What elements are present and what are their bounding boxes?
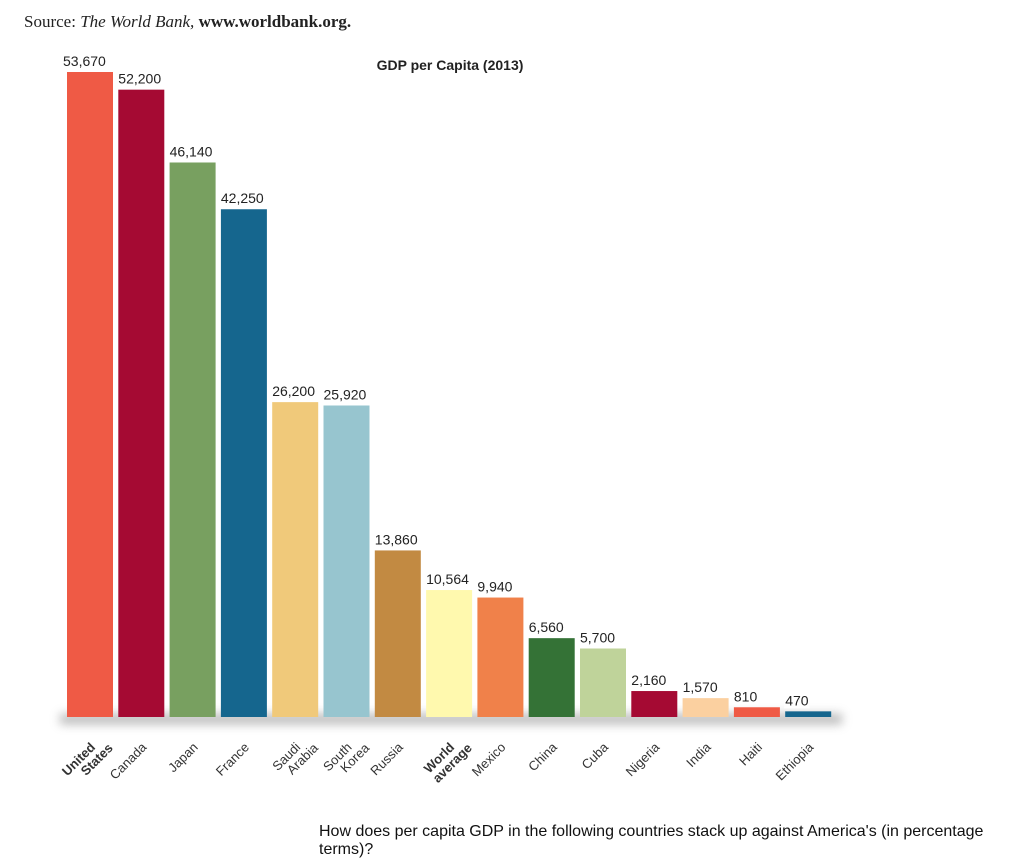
- data-label-5: 25,920: [324, 386, 367, 402]
- data-label-9: 6,560: [529, 619, 564, 635]
- category-label-7: Worldaverage: [420, 731, 475, 786]
- category-label-9: China: [525, 739, 560, 774]
- category-label-3: France: [213, 740, 252, 779]
- bar-12: [682, 698, 729, 717]
- bar-2: [169, 162, 216, 717]
- source-url: www.worldbank.org.: [194, 12, 352, 31]
- data-label-bg: [168, 142, 218, 160]
- data-label-6: 13,860: [375, 531, 418, 547]
- data-label-bg: [271, 382, 320, 400]
- data-label-3: 42,250: [221, 190, 264, 206]
- bar-5: [323, 405, 370, 717]
- category-label-4: SaudiArabia: [269, 730, 321, 782]
- category-label-1: Canada: [107, 739, 150, 782]
- category-label-5: SouthKorea: [320, 730, 373, 783]
- data-label-bg: [219, 189, 269, 207]
- bar-10: [580, 648, 626, 717]
- bar-4: [272, 402, 319, 717]
- data-label-bg: [117, 69, 167, 87]
- data-label-bg: [579, 628, 620, 646]
- bar-8: [477, 597, 524, 717]
- bar-13: [733, 707, 780, 717]
- bar-14: [785, 711, 832, 717]
- category-label-6: Russia: [367, 739, 406, 778]
- data-label-7: 10,564: [426, 571, 469, 587]
- source-prefix: Source:: [24, 12, 81, 31]
- data-label-bg: [476, 577, 518, 595]
- data-label-bg: [527, 618, 569, 636]
- data-label-12: 1,570: [683, 679, 718, 695]
- category-label-0: UnitedStates: [59, 731, 116, 788]
- data-label-2: 46,140: [170, 143, 213, 159]
- data-label-bg: [373, 530, 423, 548]
- question-text: How does per capita GDP in the following…: [319, 823, 984, 858]
- category-label-12: India: [683, 739, 714, 770]
- gdp-bar-chart: GDP per Capita (2013) 53,670 UnitedStates…: [59, 52, 842, 788]
- data-label-14: 470: [785, 692, 809, 708]
- data-label-bg: [322, 385, 372, 403]
- data-label-11: 2,160: [631, 672, 666, 688]
- bar-7: [426, 590, 473, 717]
- category-label-14: Ethiopia: [772, 739, 816, 783]
- bar-0: [67, 72, 113, 717]
- bar-6: [374, 550, 421, 717]
- source-publisher: The World Bank,: [80, 12, 195, 31]
- data-label-bg: [732, 687, 759, 705]
- data-label-10: 5,700: [580, 629, 615, 645]
- category-label-8: Mexico: [469, 740, 509, 780]
- category-label-10: Cuba: [579, 739, 612, 772]
- category-label-13: Haiti: [736, 739, 765, 768]
- chart-title: GDP per Capita (2013): [377, 57, 524, 73]
- bar-3: [220, 209, 267, 718]
- source-note: Source: The World Bank, www.worldbank.or…: [24, 12, 351, 32]
- data-label-0: 53,670: [63, 53, 106, 69]
- bar-11: [631, 691, 678, 717]
- bar-9: [528, 638, 575, 717]
- data-label-bg: [425, 570, 474, 588]
- bar-1: [118, 89, 165, 718]
- data-label-bg: [681, 678, 723, 696]
- data-label-13: 810: [734, 688, 758, 704]
- data-label-bg: [784, 691, 810, 709]
- category-label-11: Nigeria: [623, 739, 663, 779]
- data-label-bg: [62, 52, 111, 69]
- category-label-2: Japan: [165, 740, 201, 776]
- data-label-1: 52,200: [118, 71, 161, 87]
- baseline-shadow: [60, 714, 842, 724]
- data-label-8: 9,940: [477, 579, 512, 595]
- data-label-4: 26,200: [272, 383, 315, 399]
- data-label-bg: [630, 671, 672, 689]
